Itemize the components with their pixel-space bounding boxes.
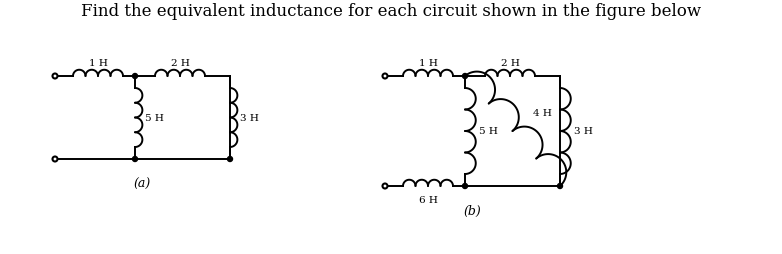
Circle shape <box>558 184 562 189</box>
Circle shape <box>462 74 468 79</box>
Circle shape <box>462 184 468 189</box>
Text: (b): (b) <box>464 204 482 217</box>
Text: 3 H: 3 H <box>574 127 593 136</box>
Text: 2 H: 2 H <box>170 58 189 68</box>
Text: 5 H: 5 H <box>479 127 497 136</box>
Circle shape <box>132 157 138 162</box>
Text: 1 H: 1 H <box>88 58 107 68</box>
Text: 1 H: 1 H <box>418 58 437 68</box>
Circle shape <box>132 74 138 79</box>
Text: 4 H: 4 H <box>533 109 552 118</box>
Text: 2 H: 2 H <box>500 58 519 68</box>
Text: 3 H: 3 H <box>240 114 260 122</box>
Text: (a): (a) <box>134 177 151 190</box>
Text: 5 H: 5 H <box>145 114 164 122</box>
Circle shape <box>228 157 232 162</box>
Text: 6 H: 6 H <box>418 196 437 204</box>
Text: Find the equivalent inductance for each circuit shown in the figure below: Find the equivalent inductance for each … <box>81 3 701 20</box>
